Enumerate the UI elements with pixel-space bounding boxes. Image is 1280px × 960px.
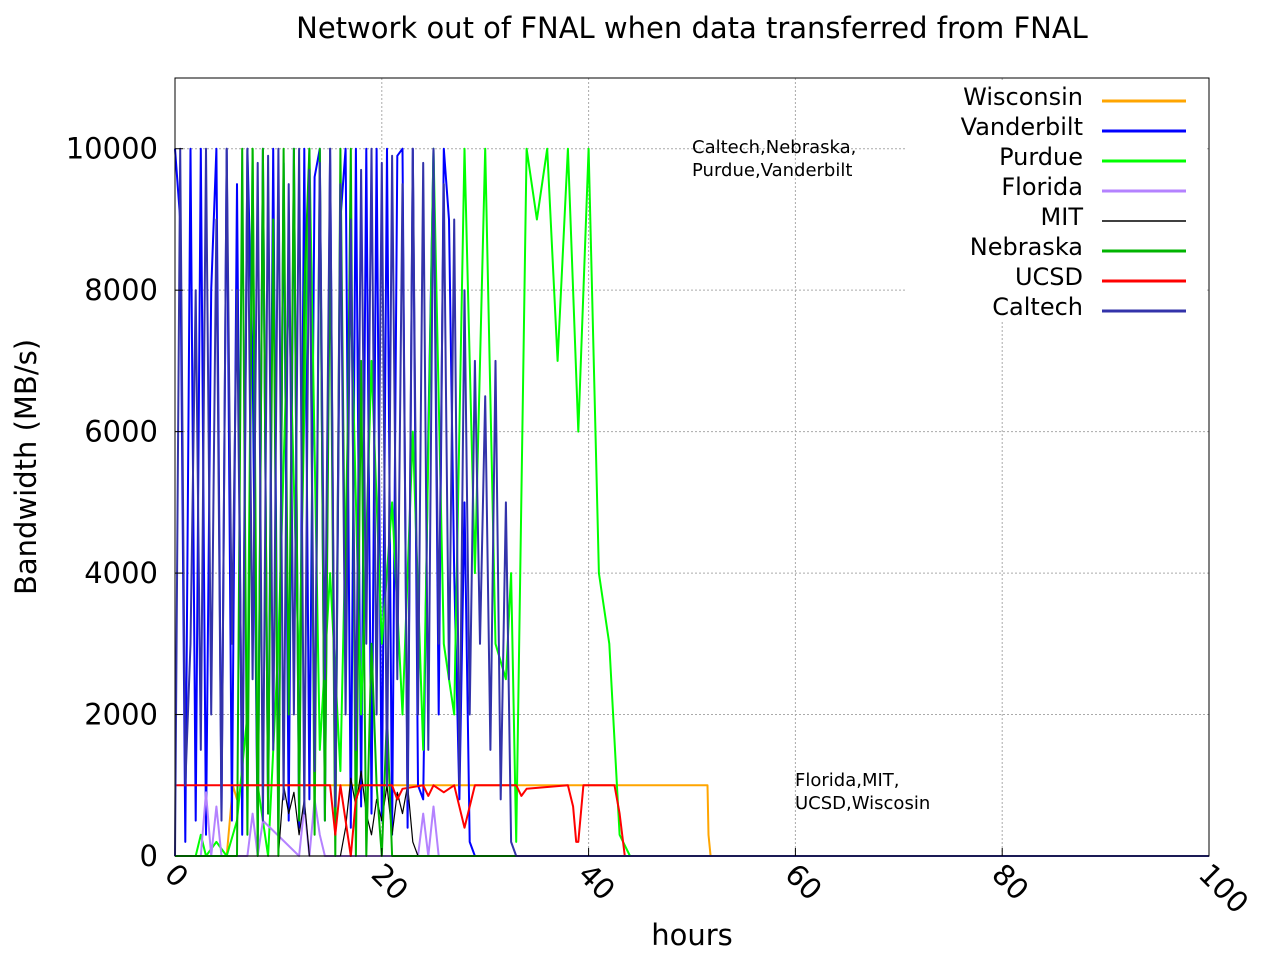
y-tick-label: 10000 [66, 132, 158, 166]
plot-frame [174, 77, 1210, 857]
annotation-text: Florida,MIT, [795, 770, 900, 791]
y-tick-label: 8000 [84, 273, 158, 307]
legend-label: Purdue [999, 143, 1083, 171]
legend-label: MIT [1041, 203, 1084, 231]
legend: WisconsinVanderbiltPurdueFloridaMITNebra… [906, 80, 1206, 321]
y-tick-label: 2000 [84, 698, 158, 732]
legend-label: Nebraska [970, 233, 1083, 261]
y-tick-label: 4000 [84, 556, 158, 590]
y-tick-label: 6000 [84, 415, 158, 449]
series-line-nebraska [175, 147, 1209, 857]
series-line-ucsd [175, 784, 1209, 857]
series-line-mit [175, 770, 1209, 857]
y-axis-label: Bandwidth (MB/s) [9, 339, 43, 595]
x-axis-label: hours [651, 918, 733, 952]
legend-label: UCSD [1015, 263, 1083, 291]
legend-label: Caltech [992, 293, 1083, 321]
y-tick-label: 0 [140, 839, 158, 873]
series-line-caltech [174, 147, 1209, 857]
annotation-text: UCSD,Wiscosin [795, 793, 930, 814]
annotation-text: Caltech,Nebraska, [692, 137, 856, 158]
series-lines [174, 147, 1209, 857]
legend-label: Wisconsin [963, 83, 1083, 111]
legend-label: Florida [1001, 173, 1083, 201]
chart-title: Network out of FNAL when data transferre… [296, 11, 1088, 45]
y-axis-ticks: 0 2000 4000 6000 8000 10000 [66, 132, 183, 873]
annotation-text: Purdue,Vanderbilt [692, 160, 852, 181]
legend-label: Vanderbilt [961, 113, 1083, 141]
annotations: Caltech,Nebraska,Purdue,Vanderbilt Florid… [692, 137, 930, 814]
